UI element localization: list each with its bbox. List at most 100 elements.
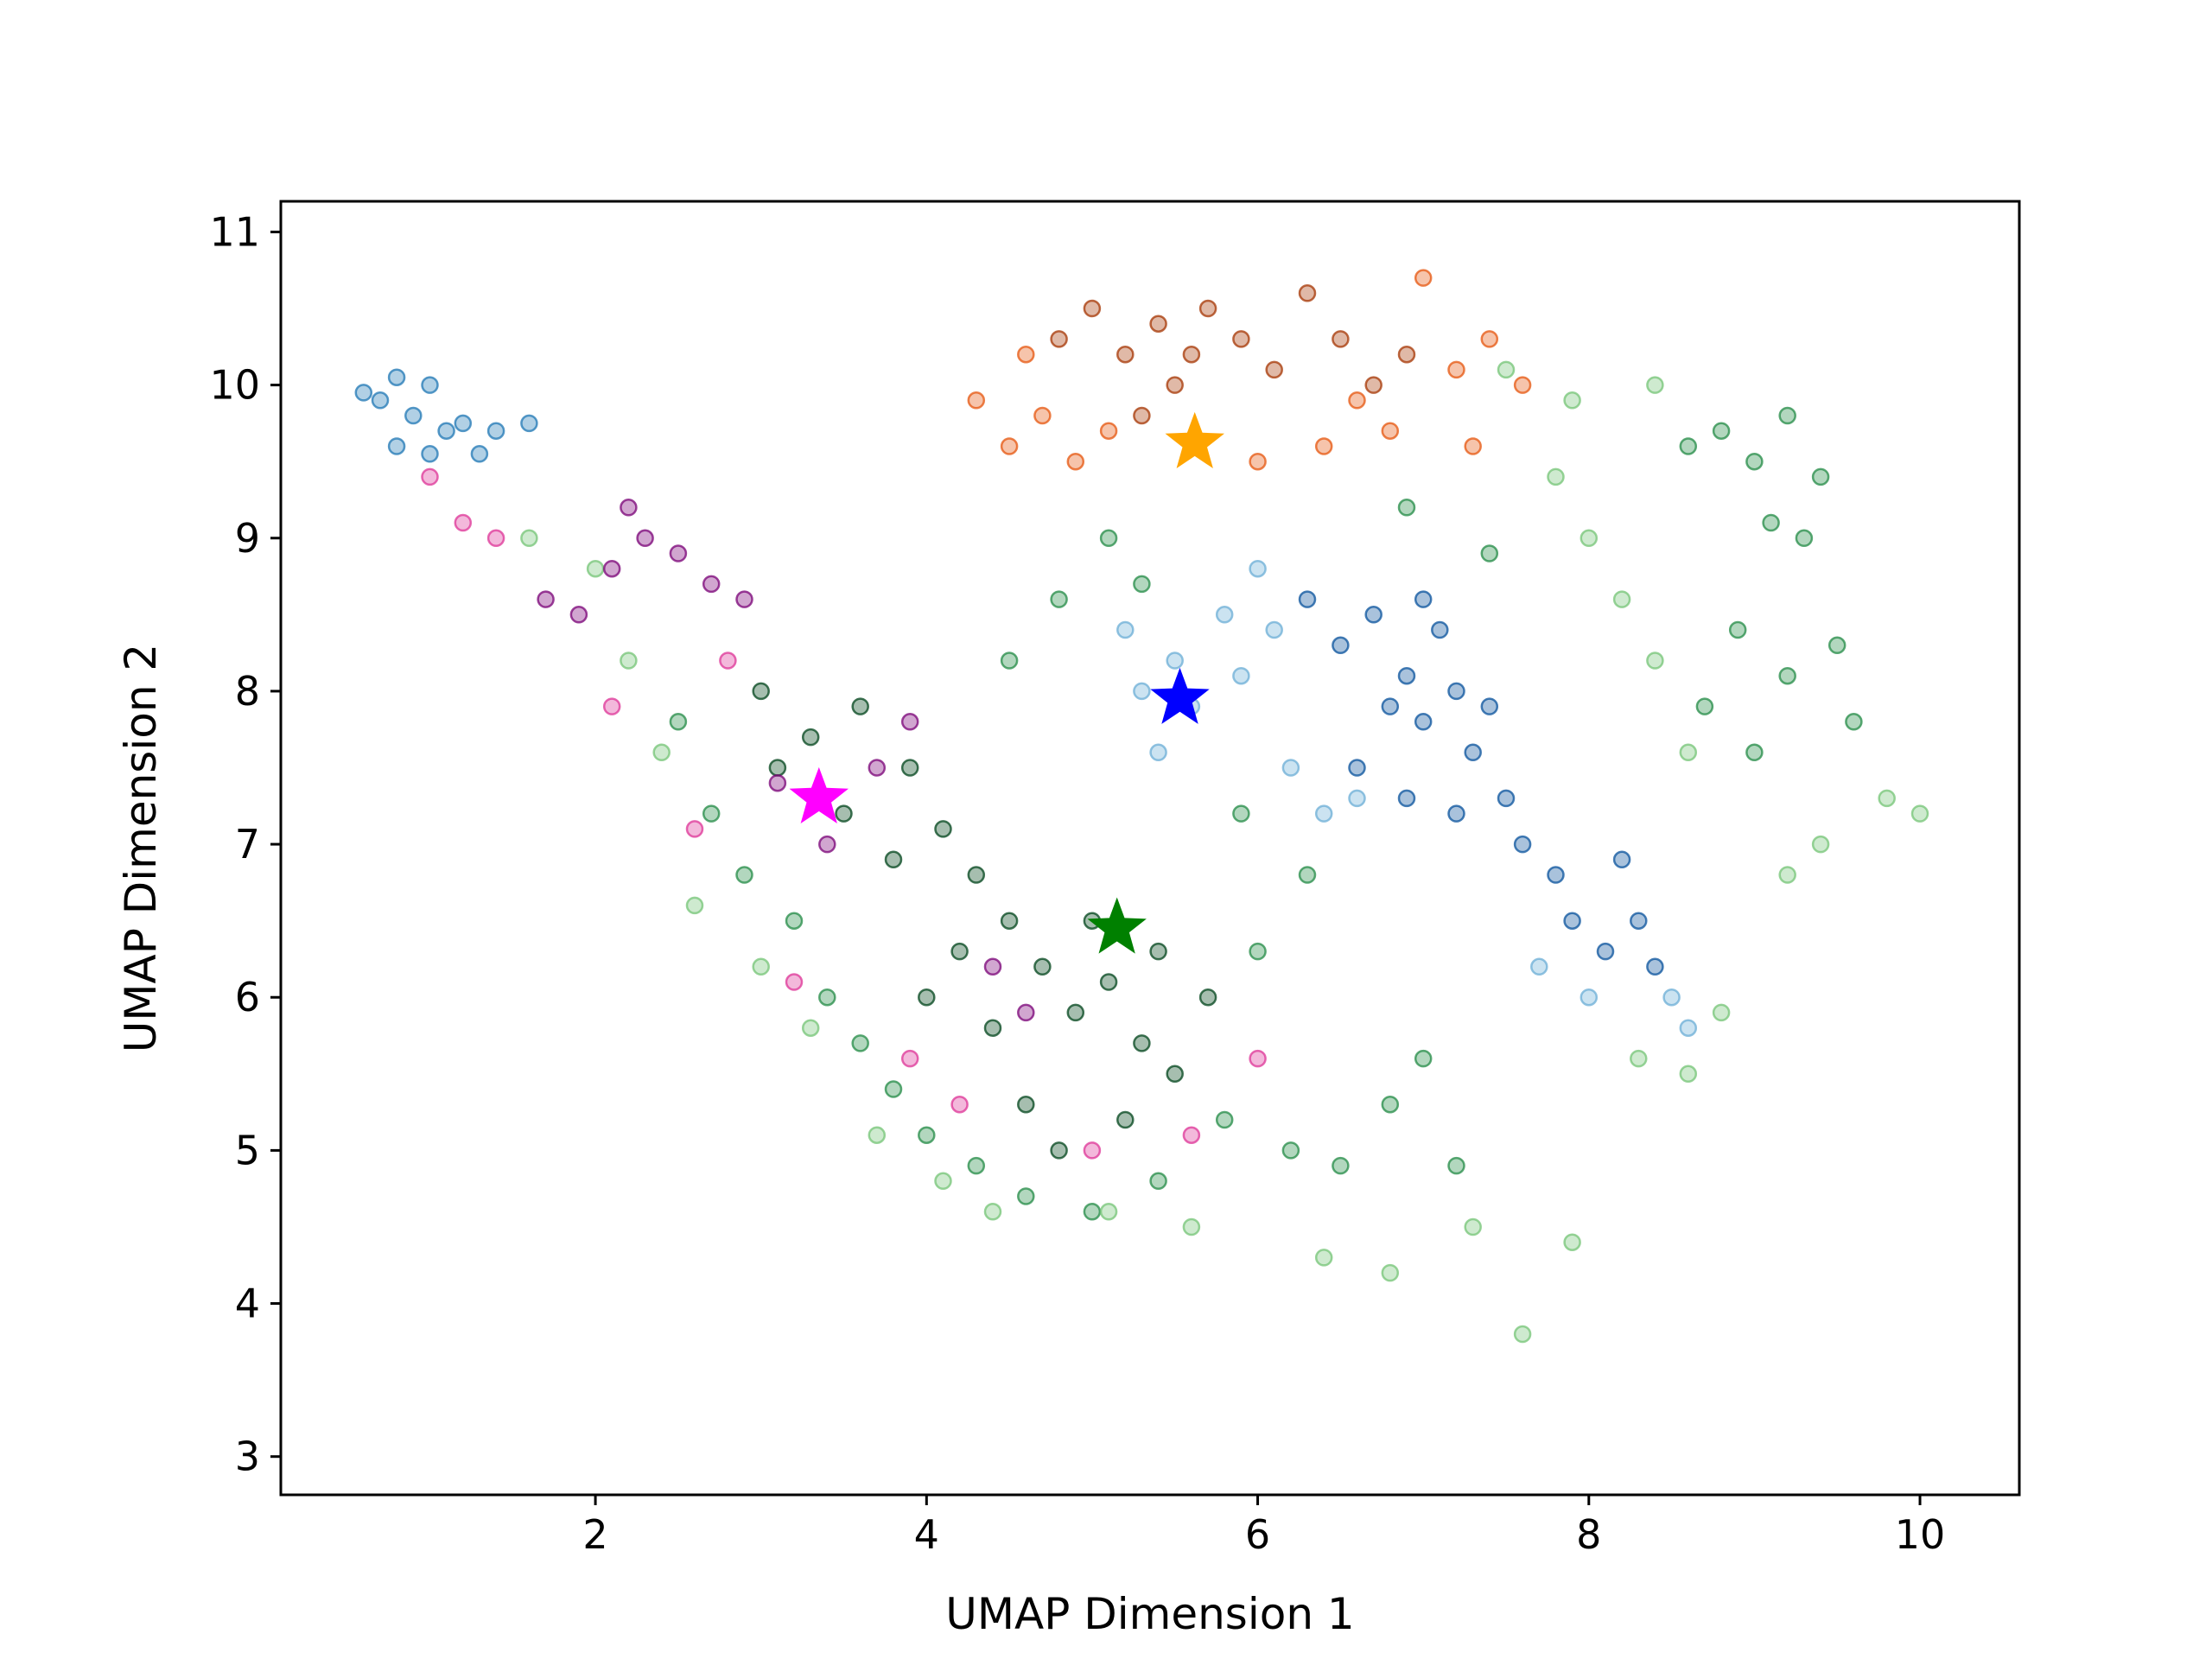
scatter-point-mid-blue: [1530, 957, 1548, 976]
scatter-point-green: [1050, 590, 1068, 608]
scatter-point-light-blue: [520, 414, 538, 433]
scatter-point-dark-green: [1133, 1034, 1151, 1052]
scatter-point-green: [1215, 1110, 1234, 1129]
x-tick-label: 4: [914, 1511, 939, 1558]
scatter-point-purple: [868, 759, 887, 777]
scatter-point-light-green: [1497, 360, 1516, 379]
scatter-point-pink: [454, 513, 473, 532]
scatter-point-light-green: [868, 1126, 887, 1144]
scatter-point-dark-green: [918, 988, 936, 1007]
y-tick-label: 7: [235, 821, 260, 868]
scatter-point-green: [967, 1156, 986, 1175]
scatter-point-green: [1447, 1156, 1465, 1175]
scatter-point-dark-green: [967, 866, 986, 884]
scatter-point-pink: [900, 1049, 919, 1068]
scatter-point-dark-blue: [1298, 590, 1317, 608]
scatter-point-green: [1827, 636, 1847, 655]
scatter-point-dark-green: [1017, 1095, 1035, 1114]
scatter-point-green: [1795, 529, 1814, 548]
scatter-point-dark-green: [900, 759, 919, 777]
scatter-point-pink: [602, 697, 621, 715]
scatter-point-purple: [735, 590, 753, 608]
scatter-point-light-blue: [387, 437, 406, 455]
scatter-point-green: [1712, 422, 1731, 440]
scatter-point-dark-green: [801, 728, 820, 747]
scatter-point-pink: [486, 529, 505, 548]
x-tick-label: 8: [1576, 1511, 1601, 1558]
scatter-point-purple: [537, 590, 555, 608]
x-tick-label: 6: [1245, 1511, 1270, 1558]
scatter-point-dark-orange: [1232, 330, 1250, 348]
scatter-point-pink: [685, 820, 704, 838]
scatter-point-orange: [1033, 406, 1052, 425]
scatter-point-orange: [1464, 437, 1482, 455]
scatter-point-mid-blue: [1265, 620, 1283, 639]
scatter-point-green: [1778, 666, 1796, 685]
scatter-point-light-green: [1563, 391, 1581, 410]
scatter-point-light-green: [1811, 835, 1830, 854]
scatter-point-green: [1397, 499, 1416, 517]
scatter-point-light-green: [1679, 743, 1698, 762]
scatter-point-light-green: [1712, 1003, 1731, 1022]
scatter-point-green: [1099, 529, 1118, 548]
scatter-point-dark-green: [1066, 1003, 1085, 1022]
scatter-point-green: [851, 1034, 869, 1052]
scatter-point-purple: [768, 773, 787, 792]
scatter-point-light-blue: [454, 414, 473, 433]
scatter-point-green: [1745, 452, 1764, 471]
scatter-point-mid-blue: [1281, 759, 1300, 777]
scatter-point-light-green: [1778, 866, 1796, 884]
scatter-point-green: [1133, 575, 1151, 594]
scatter-point-light-green: [1464, 1217, 1482, 1236]
scatter-point-green: [1149, 1172, 1167, 1191]
scatter-point-dark-blue: [1630, 912, 1648, 930]
y-tick-label: 5: [235, 1127, 260, 1173]
scatter-point-green: [1762, 513, 1780, 532]
centroid-star: [1150, 667, 1210, 724]
scatter-point-dark-blue: [1431, 620, 1449, 639]
scatter-point-dark-blue: [1447, 804, 1465, 823]
scatter-point-dark-green: [950, 942, 969, 961]
scatter-point-dark-green: [1050, 1141, 1068, 1160]
scatter-point-purple: [636, 529, 654, 548]
scatter-point-pink: [950, 1095, 969, 1114]
y-tick-label: 4: [235, 1281, 260, 1327]
scatter-point-light-blue: [421, 445, 439, 463]
scatter-point-purple: [900, 713, 919, 731]
scatter-point-light-blue: [470, 445, 489, 463]
scatter-point-dark-orange: [1083, 299, 1102, 318]
x-tick-label: 2: [582, 1511, 607, 1558]
scatter-point-dark-green: [983, 1019, 1002, 1037]
scatter-point-light-green: [620, 652, 638, 670]
scatter-point-light-green: [1910, 804, 1929, 823]
scatter-point-dark-green: [1099, 973, 1118, 991]
scatter-point-dark-green: [1116, 1110, 1135, 1129]
y-tick-label: 8: [235, 668, 260, 715]
scatter-point-green: [735, 866, 753, 884]
scatter-point-dark-green: [1198, 988, 1217, 1007]
scatter-point-orange: [967, 391, 986, 410]
scatter-point-green: [669, 713, 688, 731]
scatter-point-light-green: [1314, 1249, 1333, 1267]
scatter-point-orange: [1480, 330, 1499, 348]
y-tick-label: 11: [209, 208, 260, 255]
scatter-point-light-green: [1679, 1065, 1698, 1084]
x-axis-label: UMAP Dimension 1: [945, 1589, 1354, 1639]
scatter-point-green: [1249, 942, 1267, 961]
scatter-point-dark-orange: [1298, 284, 1317, 302]
scatter-point-dark-orange: [1364, 376, 1382, 394]
y-tick-label: 6: [235, 974, 260, 1020]
scatter-point-green: [1480, 544, 1499, 563]
scatter-point-purple: [702, 575, 721, 594]
scatter-point-dark-orange: [1050, 330, 1068, 348]
scatter-point-orange: [1000, 437, 1019, 455]
scatter-point-green: [1298, 866, 1317, 884]
scatter-point-light-green: [652, 743, 671, 762]
scatter-point-pink: [719, 652, 737, 670]
scatter-point-pink: [1249, 1049, 1267, 1068]
scatter-point-dark-blue: [1397, 789, 1416, 808]
scatter-point-dark-orange: [1116, 345, 1135, 364]
scatter-point-purple: [669, 544, 688, 563]
scatter-point-orange: [1348, 391, 1366, 410]
